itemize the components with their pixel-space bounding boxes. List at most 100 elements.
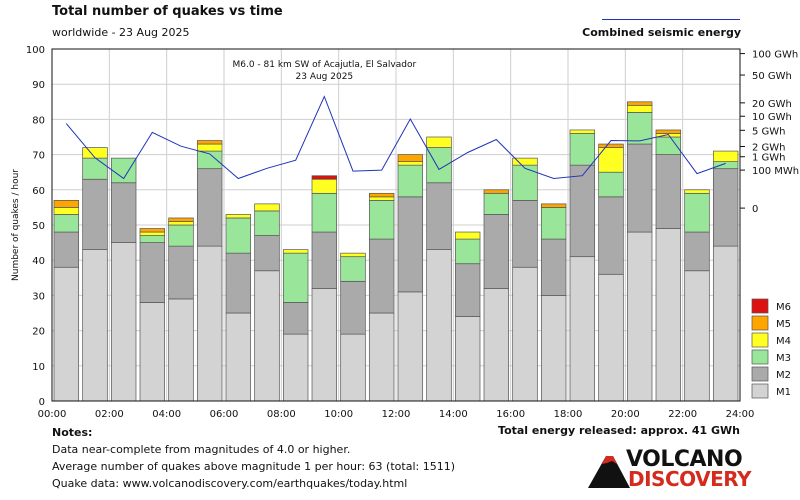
x-tick-label: 08:00 bbox=[267, 409, 296, 420]
bar-m2 bbox=[53, 231, 80, 268]
bar-m3 bbox=[139, 235, 166, 243]
bar-m3 bbox=[311, 192, 338, 233]
bar-m1 bbox=[311, 288, 338, 402]
bar-m2 bbox=[139, 242, 166, 303]
bar-m3 bbox=[168, 224, 194, 247]
bar-m4 bbox=[598, 147, 624, 173]
energy-axis-label: 10 GWh bbox=[752, 112, 792, 123]
energy-axis-label: 100 MWh bbox=[752, 166, 799, 177]
bar-m2 bbox=[684, 231, 710, 272]
bar-m4 bbox=[254, 203, 280, 212]
bar-m3 bbox=[712, 161, 739, 170]
legend-swatch-m4 bbox=[751, 332, 769, 348]
y-tick-label: 50 bbox=[32, 221, 45, 232]
y-tick-label: 30 bbox=[32, 291, 45, 302]
bar-m1 bbox=[254, 270, 280, 402]
bar-m4 bbox=[569, 129, 596, 134]
y-tick-label: 100 bbox=[26, 45, 45, 56]
energy-line bbox=[65, 95, 726, 180]
bar-m3 bbox=[512, 164, 538, 201]
bar-m1 bbox=[368, 312, 395, 402]
annotation-event: M6.0 - 81 km SW of Acajutla, El Salvador bbox=[232, 60, 416, 70]
bar-m4 bbox=[225, 214, 252, 219]
x-tick-label: 00:00 bbox=[38, 409, 67, 420]
y-tick-label: 0 bbox=[39, 397, 45, 408]
legend-swatch-m5 bbox=[751, 315, 769, 331]
bar-m1 bbox=[712, 245, 739, 402]
bar-m5 bbox=[598, 143, 624, 148]
bar-m4 bbox=[139, 231, 166, 236]
bar-m2 bbox=[454, 263, 481, 317]
bar-m5 bbox=[168, 217, 194, 222]
bar-m3 bbox=[340, 256, 366, 282]
legend-label-m3: M3 bbox=[776, 353, 791, 364]
bar-m5 bbox=[368, 192, 395, 198]
energy-axis-label: 0 bbox=[752, 204, 758, 215]
bar-m5 bbox=[540, 203, 567, 208]
x-tick-label: 18:00 bbox=[554, 409, 583, 420]
bar-m1 bbox=[397, 291, 424, 402]
bar-m1 bbox=[196, 245, 223, 402]
bar-m2 bbox=[540, 238, 567, 296]
bar-m1 bbox=[540, 295, 567, 402]
bar-m1 bbox=[655, 228, 682, 402]
x-tick-label: 20:00 bbox=[611, 409, 640, 420]
legend-label-m5: M5 bbox=[776, 319, 791, 330]
x-tick-label: 04:00 bbox=[152, 409, 181, 420]
bar-m4 bbox=[712, 150, 739, 162]
x-tick-label: 12:00 bbox=[382, 409, 411, 420]
energy-legend-label: Combined seismic energy bbox=[582, 26, 741, 39]
bar-m4 bbox=[684, 189, 710, 194]
bar-m3 bbox=[684, 192, 710, 233]
bar-m2 bbox=[426, 182, 452, 250]
y-axis-title: Number of quakes / hour bbox=[11, 169, 21, 281]
legend-swatch-m1 bbox=[751, 383, 769, 399]
bar-m3 bbox=[397, 164, 424, 198]
energy-legend-swatch bbox=[602, 19, 740, 20]
logo-text-top: VOLCANO bbox=[626, 447, 743, 472]
bar-m4 bbox=[282, 249, 309, 254]
bar-m4 bbox=[53, 207, 80, 215]
y-tick-label: 10 bbox=[32, 362, 45, 373]
bar-m4 bbox=[512, 157, 538, 166]
bar-m2 bbox=[311, 231, 338, 289]
x-tick-label: 14:00 bbox=[439, 409, 468, 420]
bar-m3 bbox=[368, 200, 395, 240]
x-tick-label: 06:00 bbox=[210, 409, 239, 420]
legend-swatch-m6 bbox=[751, 298, 769, 314]
bar-m3 bbox=[569, 133, 596, 166]
bar-m4 bbox=[454, 231, 481, 240]
x-tick-label: 02:00 bbox=[95, 409, 124, 420]
annotation-date: 23 Aug 2025 bbox=[296, 72, 354, 82]
bar-m4 bbox=[168, 221, 194, 226]
y-tick-label: 40 bbox=[32, 256, 45, 267]
energy-axis-label: 100 GWh bbox=[752, 50, 798, 61]
bar-m5 bbox=[397, 154, 424, 162]
bar-m4 bbox=[397, 161, 424, 166]
bar-m2 bbox=[340, 280, 366, 335]
x-tick-label: 16:00 bbox=[496, 409, 525, 420]
energy-axis-label: 50 GWh bbox=[752, 71, 792, 82]
y-tick-label: 60 bbox=[32, 186, 45, 197]
bar-m1 bbox=[53, 266, 80, 402]
volcano-icon bbox=[588, 456, 630, 488]
bar-m3 bbox=[282, 252, 309, 303]
bar-m1 bbox=[626, 231, 653, 402]
bar-m2 bbox=[598, 196, 624, 275]
bar-m1 bbox=[598, 273, 624, 402]
bar-m5 bbox=[139, 228, 166, 233]
bar-m3 bbox=[82, 157, 108, 180]
notes-title: Notes: bbox=[52, 426, 93, 439]
bar-m4 bbox=[311, 178, 338, 194]
bar-m1 bbox=[225, 312, 252, 402]
y-tick-label: 80 bbox=[32, 115, 45, 126]
legend-swatch-m2 bbox=[751, 366, 769, 382]
bar-m1 bbox=[168, 298, 194, 402]
bar-m2 bbox=[225, 252, 252, 314]
bar-m3 bbox=[53, 214, 80, 233]
bar-m2 bbox=[196, 168, 223, 247]
bar-m5 bbox=[53, 200, 80, 208]
note-completeness: Data near-complete from magnitudes of 4.… bbox=[52, 443, 351, 456]
logo-text-bottom: DISCOVERY bbox=[628, 467, 752, 491]
notes: Notes: Data near-complete from magnitude… bbox=[52, 424, 455, 492]
